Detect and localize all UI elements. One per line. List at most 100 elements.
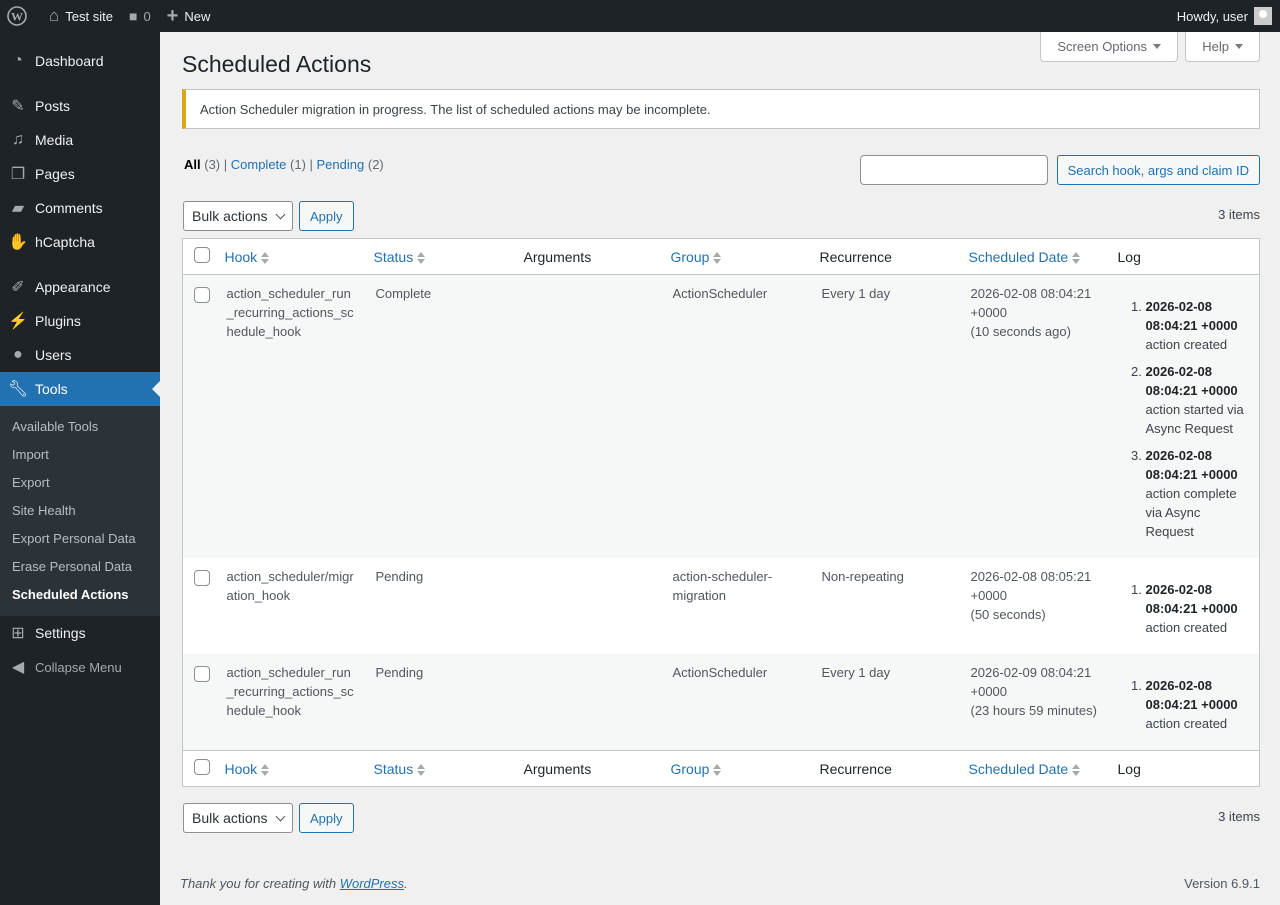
log-message: action complete via Async Request bbox=[1145, 486, 1237, 539]
column-status-sort-link[interactable]: Status bbox=[373, 248, 414, 265]
row-checkbox[interactable] bbox=[194, 287, 210, 303]
user-icon: ● bbox=[13, 346, 23, 363]
settings-icon: ⊞ bbox=[11, 625, 25, 642]
search-button[interactable]: Search hook, args and claim ID bbox=[1056, 155, 1260, 185]
wordpress-link[interactable]: WordPress bbox=[339, 876, 404, 891]
status-cell: Complete bbox=[365, 274, 516, 558]
date: 2026-02-09 08:04:21 bbox=[970, 665, 1092, 680]
footer-end: . bbox=[404, 876, 408, 891]
sidebar-item-users[interactable]: ● Users bbox=[0, 338, 160, 372]
column-group[interactable]: Group bbox=[662, 750, 812, 787]
hook-line: _recurring_actions_sc bbox=[226, 305, 354, 320]
submenu-export[interactable]: Export bbox=[12, 475, 50, 490]
log-message: action started via Async Request bbox=[1145, 402, 1244, 436]
screen-options-button[interactable]: Screen Options bbox=[1040, 32, 1178, 62]
sidebar-item-label: Comments bbox=[35, 200, 103, 216]
sort-arrows-icon bbox=[417, 251, 426, 264]
wordpress-logo-icon[interactable]: W bbox=[0, 0, 35, 32]
sidebar-item-appearance[interactable]: ✐ Appearance bbox=[0, 270, 160, 304]
filter-count: (1) bbox=[290, 157, 306, 172]
column-scheduled-date-sort-link[interactable]: Scheduled Date bbox=[968, 760, 1069, 777]
submenu-scheduled-actions[interactable]: Scheduled Actions bbox=[12, 587, 129, 602]
sidebar-item-media[interactable]: ♫ Media bbox=[0, 123, 160, 157]
scheduled-date-cell: 2026-02-09 08:04:21 +0000 (23 hours 59 min… bbox=[960, 654, 1110, 751]
column-group-sort-link[interactable]: Group bbox=[670, 760, 710, 777]
apply-button[interactable]: Apply bbox=[299, 803, 354, 833]
search-input[interactable] bbox=[859, 155, 1048, 185]
log-entry: 2026-02-08 08:04:21 +0000 action created bbox=[1146, 676, 1250, 733]
submenu-export-personal-data[interactable]: Export Personal Data bbox=[12, 531, 136, 546]
select-all-checkbox-cell bbox=[182, 238, 217, 275]
new-content-link[interactable]: + New bbox=[159, 0, 219, 32]
sidebar-item-posts[interactable]: ✎ Posts bbox=[0, 89, 160, 123]
svg-text:W: W bbox=[11, 10, 23, 24]
bulk-actions-label: Bulk actions bbox=[192, 208, 268, 224]
filter-pending[interactable]: Pending bbox=[316, 157, 365, 172]
row-checkbox-cell bbox=[182, 654, 217, 751]
column-group-sort-link[interactable]: Group bbox=[670, 248, 710, 265]
plugin-icon: ⚡ bbox=[8, 313, 28, 330]
bulk-actions-label: Bulk actions bbox=[192, 810, 268, 826]
bulk-actions-select[interactable]: Bulk actions bbox=[183, 803, 293, 833]
row-checkbox[interactable] bbox=[194, 570, 210, 586]
help-button[interactable]: Help bbox=[1185, 32, 1260, 62]
collapse-menu-button[interactable]: ◀ Collapse Menu bbox=[0, 650, 160, 684]
version-text: Version 6.9.1 bbox=[1184, 876, 1260, 891]
recurrence-cell: Every 1 day bbox=[811, 274, 961, 558]
column-status-sort-link[interactable]: Status bbox=[373, 760, 414, 777]
column-status[interactable]: Status bbox=[365, 750, 516, 787]
arguments-cell bbox=[515, 274, 663, 558]
scheduled-date-cell: 2026-02-08 08:05:21 +0000 (50 seconds) bbox=[961, 558, 1110, 654]
submenu-available-tools[interactable]: Available Tools bbox=[12, 419, 99, 434]
log-message: action created bbox=[1145, 337, 1228, 352]
recurrence-cell: Every 1 day bbox=[811, 654, 961, 751]
column-scheduled-date-sort-link[interactable]: Scheduled Date bbox=[968, 248, 1069, 265]
group-cell: ActionScheduler bbox=[662, 654, 812, 751]
table-row: action_scheduler_run _recurring_actions_s… bbox=[182, 274, 1260, 558]
sidebar-item-label: Appearance bbox=[35, 279, 111, 295]
submenu-site-health[interactable]: Site Health bbox=[12, 503, 76, 518]
filter-complete[interactable]: Complete bbox=[230, 157, 287, 172]
column-group[interactable]: Group bbox=[662, 238, 812, 275]
column-recurrence: Recurrence bbox=[811, 750, 961, 787]
comments-link[interactable]: ■ 0 bbox=[121, 0, 159, 32]
arguments-cell bbox=[516, 558, 663, 654]
column-scheduled-date[interactable]: Scheduled Date bbox=[960, 238, 1110, 275]
admin-menu: ◔ Dashboard ✎ Posts ♫ Media ❐ Pages ▰ Comment… bbox=[0, 32, 160, 905]
log-time: 2026-02-08 08:04:21 +0000 bbox=[1145, 448, 1238, 482]
sidebar-item-comments[interactable]: ▰ Comments bbox=[0, 191, 160, 225]
sort-arrows-icon bbox=[261, 251, 270, 264]
dashboard-icon: ◔ bbox=[13, 52, 23, 69]
column-hook[interactable]: Hook bbox=[216, 238, 366, 275]
sidebar-item-tools[interactable]: 🔧︎ Tools bbox=[0, 372, 160, 406]
admin-bar: W ⌂ Test site ■ 0 + New Howdy, user bbox=[0, 0, 1280, 32]
column-hook[interactable]: Hook bbox=[216, 750, 366, 787]
hook-cell: action_scheduler/migr ation_hook bbox=[217, 558, 366, 654]
filter-all[interactable]: All bbox=[184, 157, 201, 172]
group-cell: ActionScheduler bbox=[662, 274, 812, 558]
apply-button[interactable]: Apply bbox=[299, 201, 354, 231]
bulk-actions-select[interactable]: Bulk actions bbox=[183, 201, 293, 231]
select-all-checkbox[interactable] bbox=[194, 247, 210, 263]
home-icon: ⌂ bbox=[49, 6, 60, 25]
site-link[interactable]: ⌂ Test site bbox=[35, 0, 121, 32]
recurrence-cell: Non-repeating bbox=[821, 569, 904, 584]
sidebar-item-hcaptcha[interactable]: ✋ hCaptcha bbox=[0, 225, 160, 259]
submenu-import[interactable]: Import bbox=[12, 447, 49, 462]
column-scheduled-date[interactable]: Scheduled Date bbox=[960, 750, 1110, 787]
my-account[interactable]: Howdy, user bbox=[1169, 0, 1280, 32]
migration-notice: Action Scheduler migration in progress. … bbox=[182, 89, 1260, 129]
submenu-erase-personal-data[interactable]: Erase Personal Data bbox=[12, 559, 132, 574]
column-hook-sort-link[interactable]: Hook bbox=[224, 248, 258, 265]
sidebar-item-dashboard[interactable]: ◔ Dashboard bbox=[0, 44, 160, 78]
sidebar-item-plugins[interactable]: ⚡ Plugins bbox=[0, 304, 160, 338]
row-checkbox[interactable] bbox=[194, 666, 210, 682]
screen-options-label: Screen Options bbox=[1057, 39, 1147, 54]
hook-line: action_scheduler_run bbox=[226, 665, 351, 680]
sidebar-item-pages[interactable]: ❐ Pages bbox=[0, 157, 160, 191]
column-hook-sort-link[interactable]: Hook bbox=[224, 760, 258, 777]
select-all-checkbox[interactable] bbox=[194, 759, 210, 775]
column-status[interactable]: Status bbox=[365, 238, 516, 275]
sidebar-item-settings[interactable]: ⊞ Settings bbox=[0, 616, 160, 650]
